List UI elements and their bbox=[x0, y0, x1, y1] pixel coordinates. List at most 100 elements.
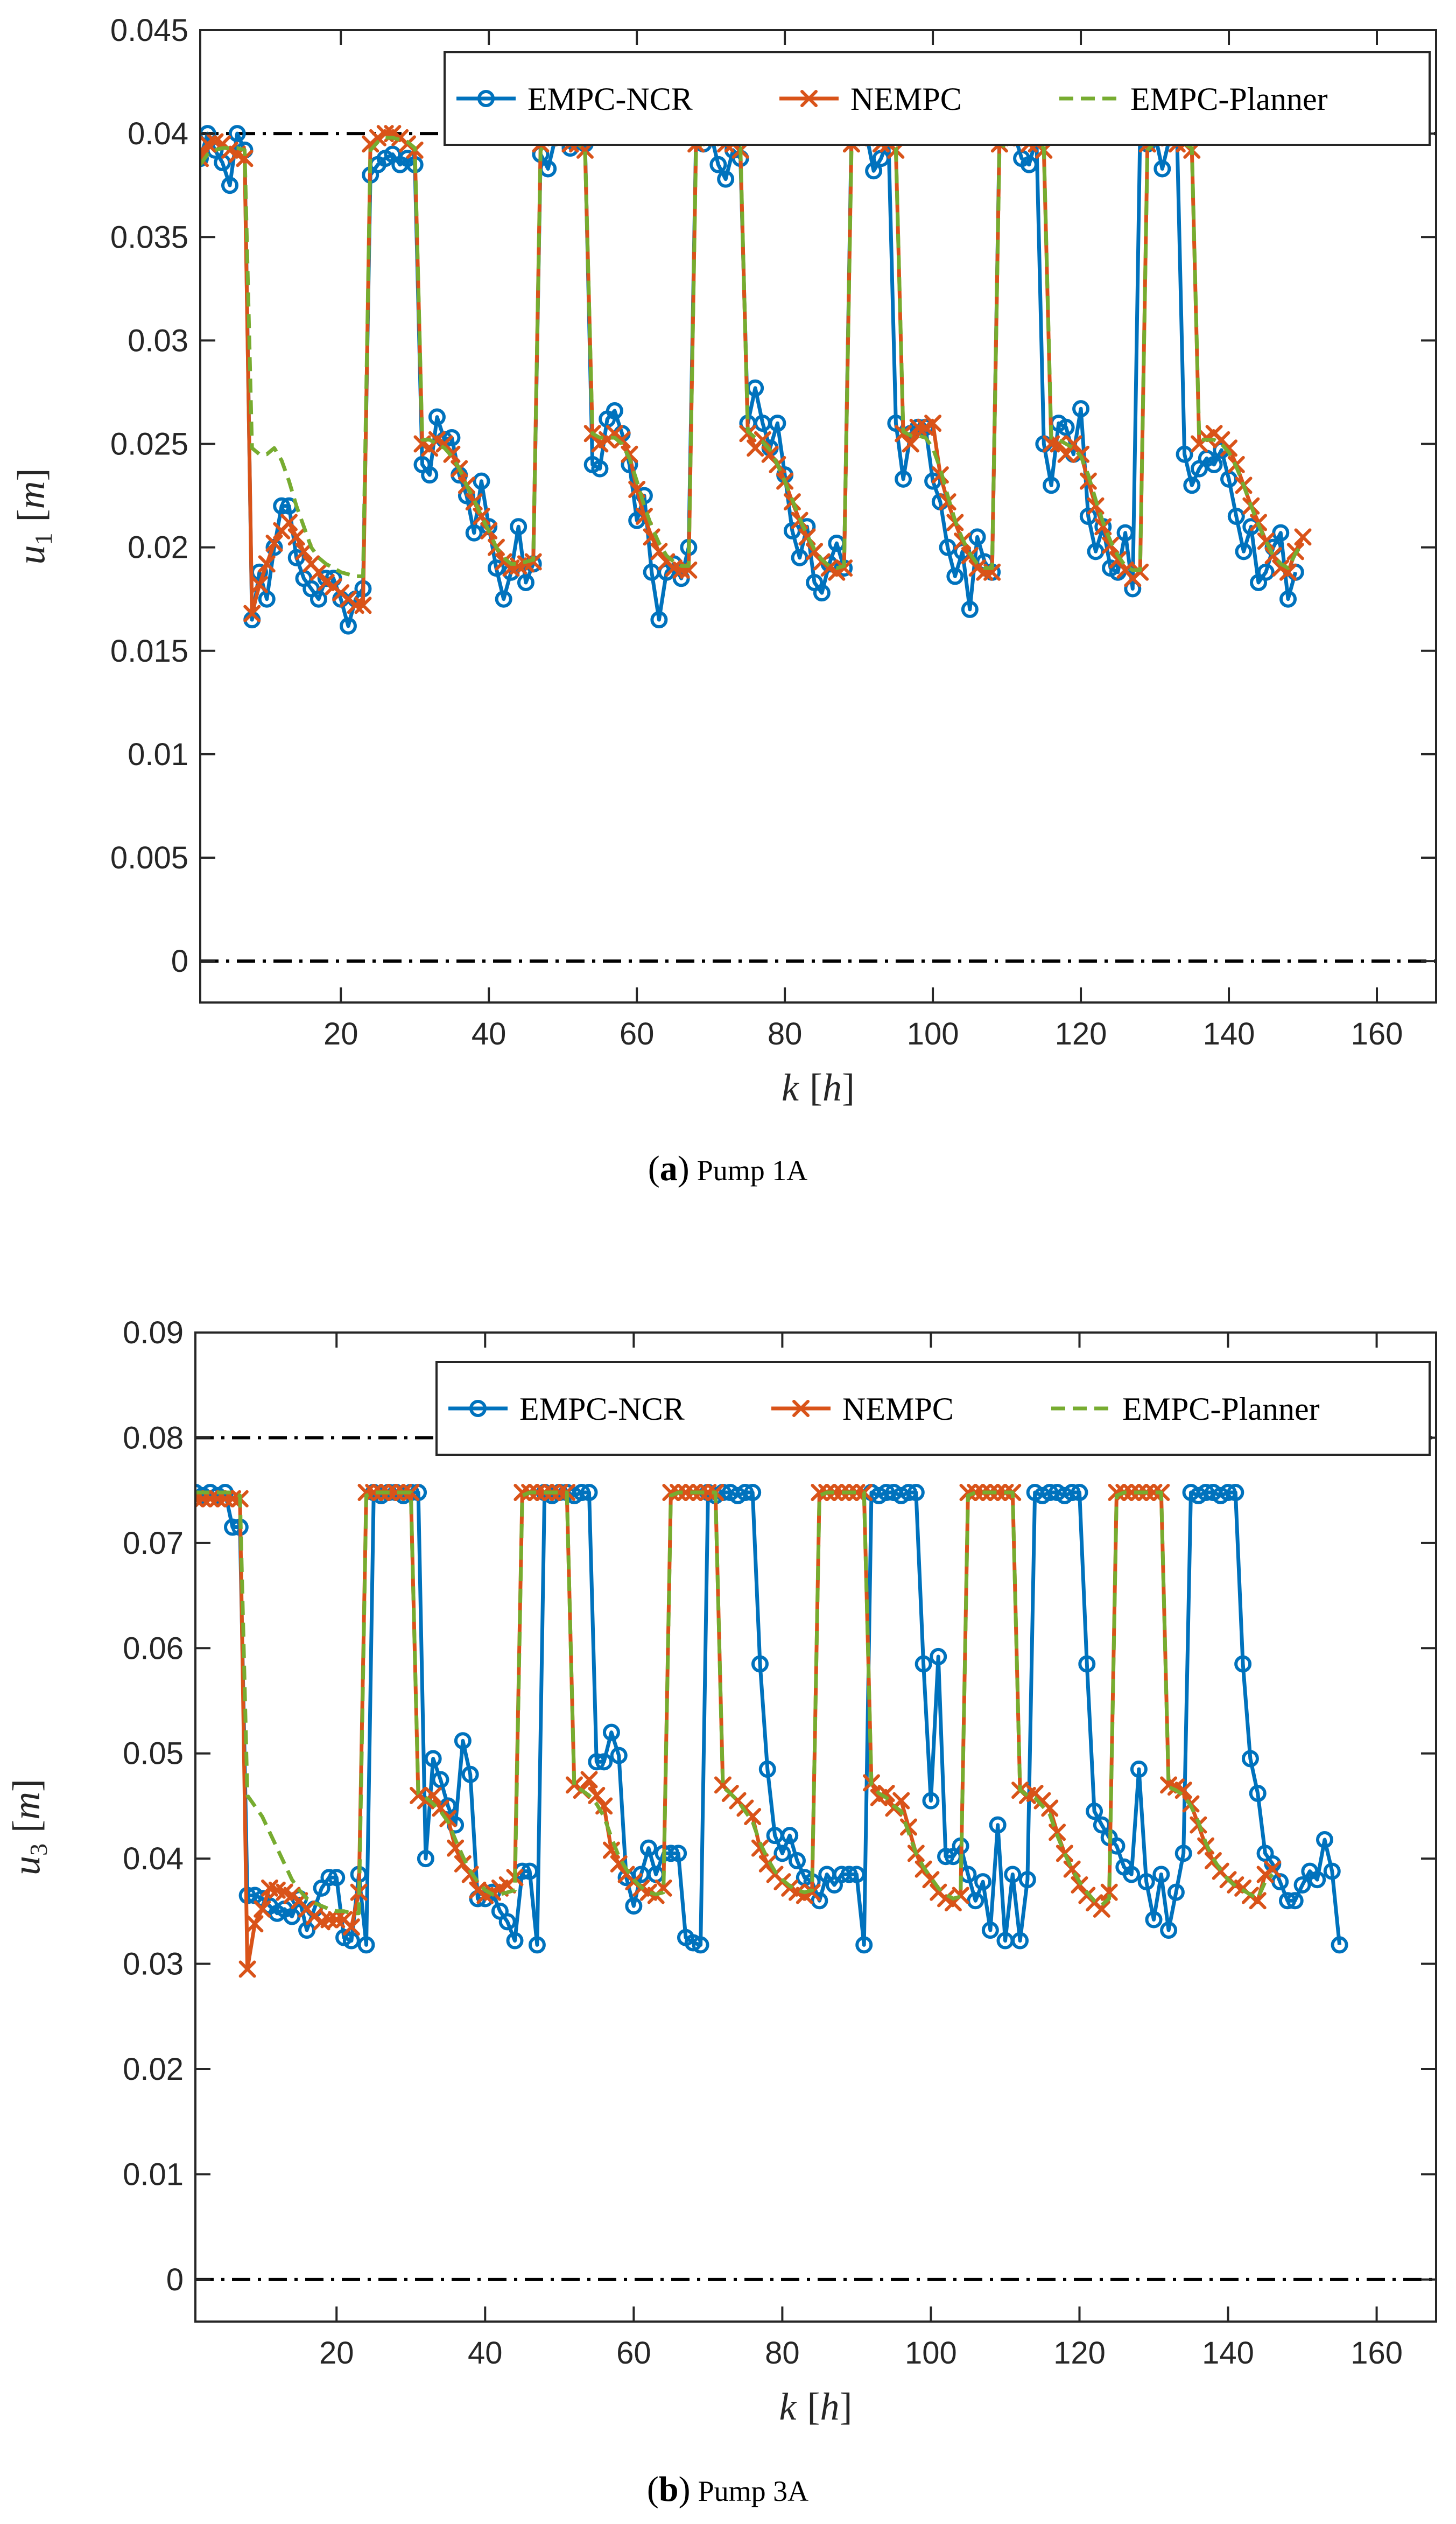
x-tick-label: 160 bbox=[1351, 2336, 1403, 2371]
data-point bbox=[967, 1892, 984, 1910]
data-point bbox=[473, 508, 490, 525]
legend: EMPC-NCR NEMPC EMPC-Planner bbox=[444, 51, 1431, 146]
data-point bbox=[1124, 580, 1142, 598]
legend-label: EMPC-Planner bbox=[1122, 1391, 1320, 1427]
y-axis-label: u1[m] bbox=[10, 468, 57, 565]
data-point bbox=[295, 543, 313, 560]
data-point bbox=[517, 573, 534, 591]
data-point bbox=[243, 605, 261, 622]
y-tick-label: 0.06 bbox=[123, 1631, 184, 1666]
data-point bbox=[1087, 497, 1105, 515]
data-point bbox=[650, 543, 668, 560]
legend-item-nempc: NEMPC bbox=[779, 81, 962, 117]
data-point bbox=[573, 1484, 590, 1502]
data-point bbox=[1100, 1883, 1118, 1901]
legend-box bbox=[444, 51, 1431, 146]
figure-caption: (a) Pump 1A bbox=[648, 1149, 808, 1188]
data-point bbox=[1264, 1860, 1282, 1878]
data-point bbox=[1093, 1900, 1110, 1918]
x-axis-label: k [h] bbox=[782, 1066, 855, 1109]
data-point bbox=[865, 162, 883, 180]
data-point bbox=[915, 1655, 932, 1673]
legend-item-empc-planner: EMPC-Planner bbox=[1051, 1391, 1320, 1427]
data-point bbox=[1309, 1871, 1326, 1889]
x-tick-label: 120 bbox=[1055, 1016, 1107, 1051]
data-point bbox=[443, 429, 461, 446]
series-empc-planner bbox=[195, 1490, 1274, 1916]
data-point bbox=[342, 1918, 360, 1936]
data-point bbox=[758, 1761, 776, 1778]
data-point bbox=[952, 1887, 969, 1904]
legend-label: NEMPC bbox=[850, 81, 962, 117]
data-point bbox=[342, 1932, 360, 1950]
data-point bbox=[280, 514, 298, 531]
x-axis-label: k [h] bbox=[779, 2385, 853, 2428]
data-point bbox=[236, 150, 254, 167]
data-point bbox=[273, 497, 291, 515]
y-tick-label: 0.01 bbox=[128, 737, 188, 772]
data-point bbox=[1071, 1484, 1088, 1502]
data-point bbox=[610, 1855, 628, 1873]
data-point bbox=[1020, 156, 1038, 173]
data-point bbox=[254, 1900, 271, 1918]
data-point bbox=[744, 1807, 762, 1825]
data-point bbox=[465, 524, 483, 542]
data-point bbox=[200, 150, 209, 167]
data-point bbox=[892, 1792, 910, 1810]
data-point bbox=[200, 150, 209, 167]
data-point bbox=[813, 584, 831, 602]
data-point bbox=[610, 1747, 628, 1764]
y-tick-label: 0.03 bbox=[128, 323, 188, 358]
data-point bbox=[625, 1897, 643, 1915]
data-point bbox=[580, 1484, 598, 1502]
y-tick-label: 0.045 bbox=[110, 13, 188, 48]
data-point bbox=[432, 1771, 449, 1789]
data-point bbox=[835, 559, 853, 577]
data-point bbox=[1050, 435, 1067, 453]
legend-item-empc-ncr: EMPC-NCR bbox=[456, 81, 693, 117]
x-tick-label: 20 bbox=[319, 2336, 354, 2371]
data-point bbox=[1205, 455, 1223, 473]
data-point bbox=[421, 466, 439, 484]
data-point bbox=[454, 1732, 472, 1750]
series-line bbox=[195, 1490, 1274, 1916]
data-point bbox=[228, 125, 246, 143]
data-point bbox=[1004, 1866, 1022, 1883]
data-point bbox=[937, 1890, 955, 1908]
data-point bbox=[1241, 1750, 1259, 1768]
chart-pump-1a: 0 0.005 0.01 0.015 0.02 0.025 0.03 0.035 0.04 0.0… bbox=[10, 13, 1437, 1188]
legend-marker bbox=[469, 1400, 487, 1417]
y-tick-label: 0.02 bbox=[128, 530, 188, 565]
y-tick-label: 0.04 bbox=[123, 1841, 184, 1876]
data-point bbox=[1293, 1876, 1311, 1894]
data-point bbox=[595, 1753, 613, 1771]
data-point bbox=[1041, 1799, 1059, 1817]
data-point bbox=[221, 177, 238, 194]
data-point bbox=[339, 617, 357, 635]
x-tick-label: 100 bbox=[905, 2336, 957, 2371]
data-point bbox=[855, 1936, 873, 1954]
data-point bbox=[877, 1784, 895, 1802]
data-point bbox=[246, 1915, 264, 1933]
legend-marker bbox=[792, 1400, 810, 1417]
data-point bbox=[1057, 418, 1075, 436]
data-point bbox=[1323, 1862, 1341, 1880]
y-tick-label: 0.035 bbox=[110, 220, 188, 255]
data-point bbox=[1174, 1845, 1192, 1862]
chart-pump-3a: 0 0.01 0.02 0.03 0.04 0.05 0.06 0.07 0.08 0.09 20 4… bbox=[5, 1315, 1437, 2509]
data-point bbox=[769, 415, 786, 432]
y-tick-label: 0 bbox=[171, 944, 188, 979]
data-point bbox=[498, 1913, 516, 1931]
x-tick-label: 140 bbox=[1203, 1016, 1255, 1051]
data-point bbox=[1294, 528, 1312, 546]
data-point bbox=[736, 1484, 754, 1502]
data-point bbox=[1160, 1922, 1178, 1939]
data-point bbox=[968, 528, 986, 546]
plot-area bbox=[195, 1333, 1436, 2322]
data-point bbox=[1249, 1784, 1267, 1802]
data-point bbox=[811, 1892, 828, 1910]
x-tick-label: 80 bbox=[768, 1016, 803, 1051]
data-point bbox=[357, 1936, 375, 1954]
data-point bbox=[310, 590, 327, 608]
y-tick-label: 0.025 bbox=[110, 427, 188, 462]
